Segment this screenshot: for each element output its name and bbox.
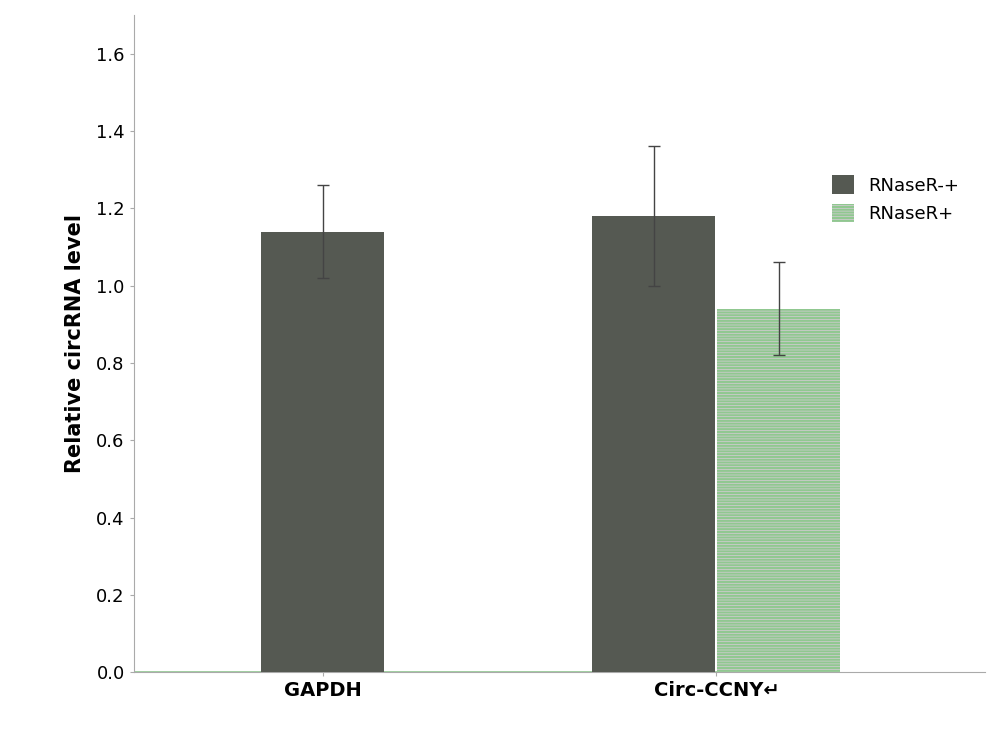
Bar	[717, 309, 840, 672]
Y-axis label: Relative circRNA level: Relative circRNA level	[65, 214, 85, 473]
Legend: RNaseR-+, RNaseR+: RNaseR-+, RNaseR+	[832, 175, 959, 223]
Bar	[261, 231, 384, 672]
Bar	[592, 216, 715, 672]
